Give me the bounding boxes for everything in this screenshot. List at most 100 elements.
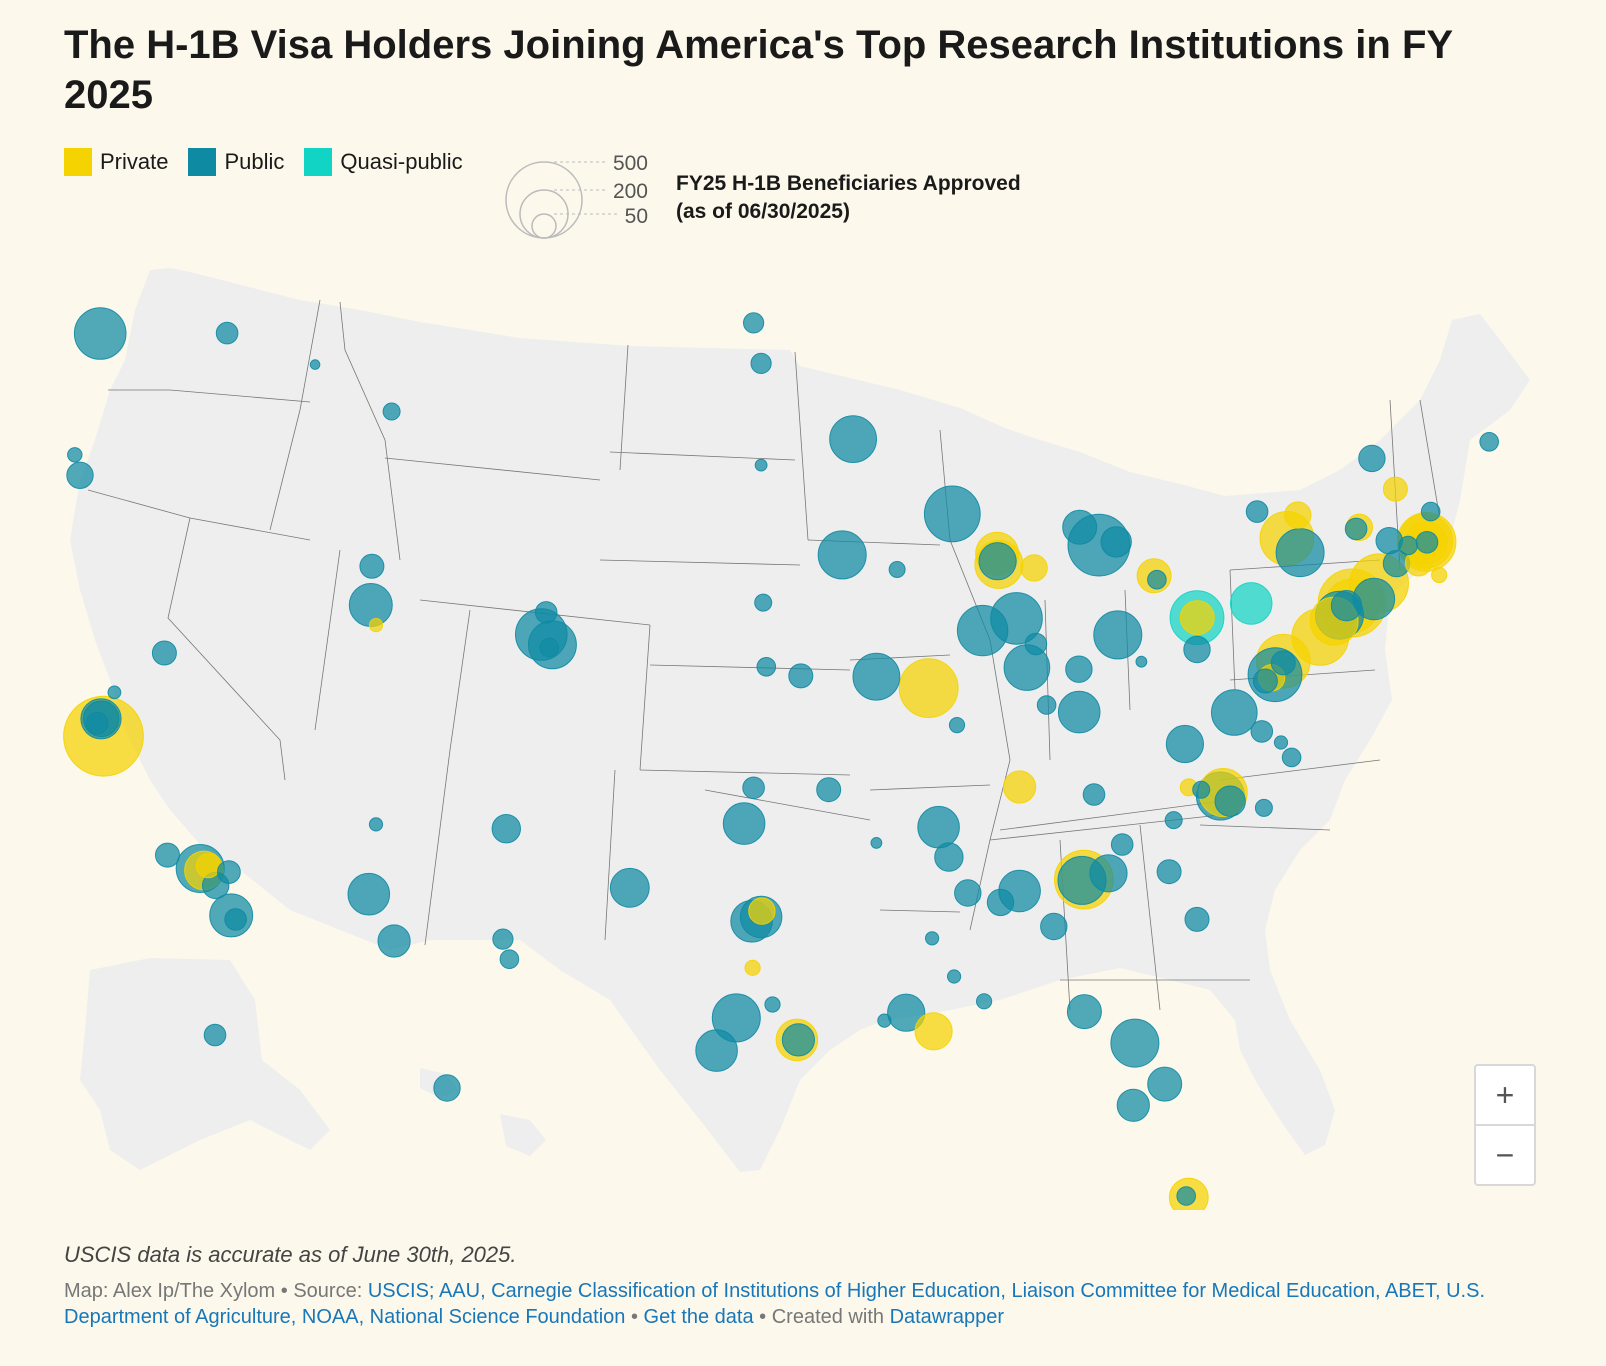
institution-point-public[interactable] (1164, 811, 1183, 830)
institution-point-public[interactable] (1420, 501, 1441, 522)
institution-point-public[interactable] (368, 817, 384, 832)
institution-point-public[interactable] (1116, 1088, 1150, 1122)
institution-point-public[interactable] (85, 711, 109, 735)
us-map[interactable] (0, 240, 1606, 1210)
institution-point-public[interactable] (923, 485, 981, 543)
institution-point-public[interactable] (788, 663, 814, 689)
institution-point-private[interactable] (1431, 566, 1448, 584)
institution-point-public[interactable] (499, 949, 520, 970)
institution-point-public[interactable] (433, 1074, 461, 1102)
institution-point-public[interactable] (107, 685, 122, 700)
institution-point-public[interactable] (1135, 655, 1148, 668)
institution-point-public[interactable] (492, 928, 514, 950)
institution-point-private[interactable] (744, 959, 761, 976)
datawrapper-link[interactable]: Datawrapper (889, 1306, 1005, 1328)
institution-point-public[interactable] (1415, 531, 1439, 554)
institution-point-public[interactable] (934, 842, 964, 872)
institution-point-public[interactable] (215, 321, 239, 345)
institution-point-public[interactable] (1184, 906, 1210, 932)
institution-point-public[interactable] (852, 652, 901, 701)
institution-point-public[interactable] (67, 447, 83, 463)
institution-point-public[interactable] (1082, 783, 1106, 806)
institution-point-public[interactable] (1036, 695, 1057, 715)
zoom-in-button[interactable]: + (1495, 1076, 1515, 1113)
institution-point-public[interactable] (925, 931, 940, 946)
institution-point-public[interactable] (359, 553, 385, 579)
institution-point-public[interactable] (722, 802, 766, 845)
institution-point-public[interactable] (1375, 527, 1403, 555)
institution-point-public[interactable] (309, 359, 321, 370)
institution-point-public[interactable] (1093, 610, 1143, 660)
institution-point-public[interactable] (66, 461, 94, 490)
institution-point-public[interactable] (1089, 854, 1128, 893)
institution-point-public[interactable] (1100, 526, 1132, 558)
institution-point-public[interactable] (986, 888, 1015, 917)
sources-link[interactable]: USCIS; AAU, Carnegie Classification of I… (64, 1280, 1485, 1328)
institution-point-public[interactable] (742, 776, 765, 800)
institution-point-quasi-public[interactable] (1229, 582, 1273, 625)
institution-point-public[interactable] (224, 908, 247, 931)
institution-point-private[interactable] (1284, 501, 1312, 529)
institution-point-public[interactable] (1398, 535, 1418, 556)
institution-point-private[interactable] (1382, 476, 1408, 502)
institution-point-public[interactable] (155, 842, 180, 868)
institution-point-public[interactable] (151, 640, 177, 666)
institution-point-public[interactable] (348, 583, 393, 627)
institution-point-public[interactable] (695, 1029, 738, 1072)
institution-point-public[interactable] (534, 601, 558, 624)
institution-point-public[interactable] (1156, 859, 1182, 885)
institution-point-public[interactable] (1344, 517, 1368, 541)
institution-point-public[interactable] (1330, 590, 1363, 622)
institution-point-public[interactable] (1281, 747, 1302, 768)
institution-point-public[interactable] (764, 996, 781, 1013)
institution-point-public[interactable] (1254, 798, 1273, 817)
institution-point-public[interactable] (1183, 635, 1211, 664)
institution-point-public[interactable] (1358, 444, 1386, 473)
institution-point-public[interactable] (1062, 509, 1098, 545)
institution-point-public[interactable] (1065, 655, 1093, 683)
institution-point-private[interactable] (1179, 600, 1215, 636)
institution-point-public[interactable] (1110, 1018, 1160, 1068)
institution-point-public[interactable] (1176, 1186, 1196, 1206)
institution-point-private[interactable] (1020, 554, 1048, 582)
institution-point-public[interactable] (754, 458, 768, 472)
institution-point-public[interactable] (947, 969, 962, 984)
institution-point-public[interactable] (491, 814, 521, 844)
institution-point-public[interactable] (756, 657, 777, 677)
institution-point-public[interactable] (743, 312, 765, 334)
institution-point-public[interactable] (956, 604, 1009, 657)
institution-point-private[interactable] (748, 897, 776, 925)
get-the-data-link[interactable]: Get the data (643, 1306, 754, 1328)
institution-point-public[interactable] (1273, 735, 1289, 750)
institution-point-public[interactable] (1165, 724, 1205, 764)
institution-point-public[interactable] (976, 993, 993, 1010)
institution-point-public[interactable] (948, 717, 966, 734)
institution-point-public[interactable] (1270, 650, 1296, 676)
institution-point-public[interactable] (1479, 432, 1499, 452)
institution-point-private[interactable] (1003, 770, 1037, 804)
institution-point-public[interactable] (954, 879, 982, 907)
institution-point-public[interactable] (1192, 780, 1211, 799)
institution-point-public[interactable] (1024, 632, 1048, 656)
institution-point-public[interactable] (1211, 689, 1258, 736)
institution-point-public[interactable] (1066, 994, 1102, 1030)
institution-point-public[interactable] (1252, 668, 1278, 694)
institution-point-public[interactable] (781, 1023, 816, 1057)
institution-point-public[interactable] (377, 924, 411, 958)
institution-point-public[interactable] (816, 777, 842, 803)
institution-point-public[interactable] (1147, 1066, 1183, 1102)
institution-point-public[interactable] (1110, 833, 1134, 856)
institution-point-public[interactable] (917, 805, 960, 849)
institution-point-public[interactable] (817, 530, 867, 580)
institution-point-public[interactable] (887, 993, 926, 1032)
institution-point-public[interactable] (217, 860, 241, 884)
institution-point-public[interactable] (829, 415, 877, 464)
institution-point-public[interactable] (1214, 785, 1246, 817)
institution-point-public[interactable] (1245, 500, 1269, 523)
institution-point-public[interactable] (1057, 690, 1101, 734)
institution-point-public[interactable] (1147, 569, 1167, 590)
zoom-out-button[interactable]: − (1476, 1124, 1534, 1184)
institution-point-public[interactable] (978, 542, 1017, 581)
institution-point-public[interactable] (750, 352, 772, 375)
institution-point-public[interactable] (711, 993, 761, 1043)
